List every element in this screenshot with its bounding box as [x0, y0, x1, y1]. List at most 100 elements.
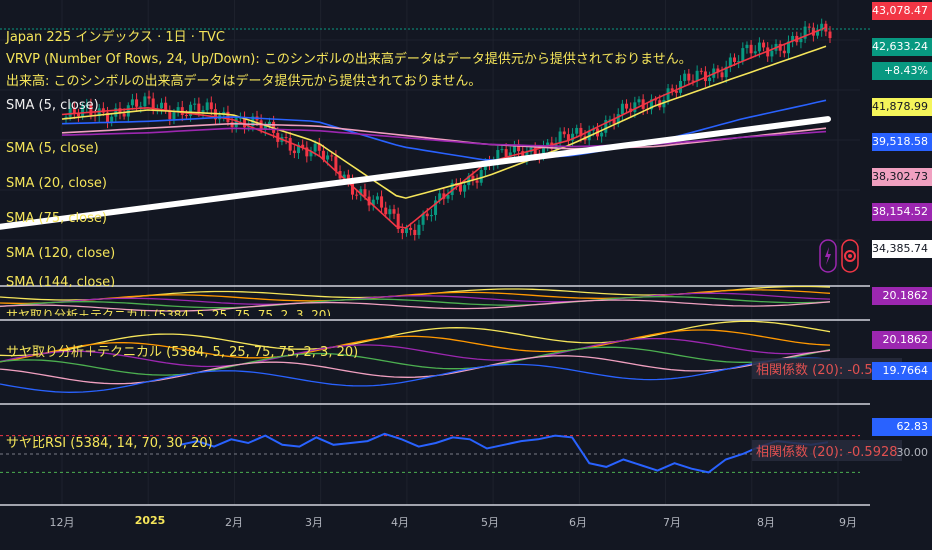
sma5-legend-item[interactable]: SMA (5, close) [6, 141, 99, 156]
candle-body [737, 61, 741, 63]
chart-title[interactable]: Japan 225 インデックス · 1日 · TVC [6, 30, 225, 45]
candle-body [724, 66, 728, 78]
candle-body [380, 196, 384, 208]
candle-body [172, 112, 176, 120]
candle-body [89, 104, 93, 116]
candle-body [608, 119, 612, 121]
pane-separators [0, 285, 870, 506]
candle-body [384, 207, 388, 215]
pane-line [0, 289, 831, 305]
sma75-legend[interactable]: SMA (75, close) [6, 211, 107, 226]
candle-body [762, 42, 766, 48]
price-axis-label: 43,078.47 [872, 2, 932, 20]
candle-body [326, 155, 330, 160]
time-axis-label: 6月 [569, 516, 587, 529]
candle-body [728, 57, 732, 67]
candle-body [130, 99, 134, 106]
candle-body [305, 147, 309, 157]
candle-body [230, 122, 234, 128]
candle-body [579, 127, 583, 137]
candle-body [64, 116, 68, 118]
candle-body [508, 152, 512, 157]
candle-body [284, 137, 288, 139]
candle-body [267, 121, 271, 126]
pane2-title[interactable]: サヤ取り分析＋テクニカル (5384, 5, 25, 75, 75, 2, 3,… [6, 308, 332, 316]
candle-body [558, 131, 562, 144]
candle-body [355, 194, 359, 196]
pane-line [0, 346, 831, 376]
sma20-legend[interactable]: SMA (20, close) [6, 176, 107, 191]
candle-body [571, 133, 575, 141]
price-axis-label: 39,518.58 [872, 133, 932, 151]
trendline[interactable] [0, 116, 831, 230]
pane-axis-label: 20.1862 [872, 287, 932, 305]
candle-body [670, 88, 674, 91]
candle-body [546, 142, 550, 146]
pane-line [0, 337, 831, 368]
candle-body [321, 150, 325, 160]
candle-body [475, 180, 479, 183]
price-axis-label: +8.43% [872, 62, 932, 80]
candle-body [301, 144, 305, 148]
candle-body [575, 127, 579, 134]
candle-body [72, 107, 76, 114]
sma5-legend[interactable]: SMA (5, close) [6, 98, 99, 113]
pane-axis-label: 62.83 [872, 418, 932, 436]
sma144-legend[interactable]: SMA (144, close) [6, 275, 116, 287]
pane4-title[interactable]: サヤ比RSI (5384, 14, 70, 30, 20) [6, 436, 213, 451]
candle-body [828, 31, 832, 39]
candle-body [85, 104, 89, 107]
pane2-lines [0, 285, 831, 312]
candle-body [243, 117, 247, 128]
correlation-label-rsi: 相関係数 (20): -0.5928 [752, 440, 902, 461]
candle-body [679, 80, 683, 93]
candle-body [542, 145, 545, 158]
alert-icon[interactable] [840, 238, 860, 274]
vrvp-legend[interactable]: VRVP (Number Of Rows, 24, Up/Down): このシン… [6, 52, 692, 67]
candle-body [160, 102, 163, 109]
pane3-title[interactable]: サヤ取り分析＋テクニカル (5384, 5, 25, 75, 75, 2, 3,… [6, 345, 359, 360]
time-axis-label: 3月 [305, 516, 323, 529]
candle-body [649, 99, 653, 110]
candle-body [479, 170, 483, 183]
candle-body [346, 174, 350, 181]
pane3-lines [0, 320, 831, 393]
candle-body [110, 116, 114, 122]
candle-body [600, 132, 604, 137]
candle-body [778, 43, 782, 51]
candle-body [342, 174, 346, 179]
candle-body [309, 151, 313, 157]
candle-body [193, 103, 197, 105]
pane-line [0, 296, 831, 309]
time-axis-label: 4月 [391, 516, 409, 529]
price-axis-label: 42,633.24 [872, 38, 932, 56]
candle-body [197, 103, 201, 113]
candle-body [143, 96, 147, 107]
time-axis-label: 2月 [225, 516, 243, 529]
candle-body [76, 113, 80, 117]
candle-body [396, 213, 400, 230]
candle-body [517, 144, 521, 152]
price-axis-label: 34,385.74 [872, 240, 932, 258]
candle-body [720, 72, 724, 78]
rsi-line [179, 432, 829, 474]
candle-body [351, 180, 354, 195]
candle-body [566, 134, 570, 141]
lightning-icon[interactable] [818, 238, 838, 274]
volume-legend[interactable]: 出来高: このシンボルの出来高データはデータ提供元から提供されておりません。 [6, 74, 482, 89]
price-axis-label: 41,878.99 [872, 98, 932, 116]
candle-body [703, 71, 707, 82]
candle-body [816, 30, 820, 36]
candle-body [201, 110, 205, 113]
candle-body [471, 175, 475, 181]
candle-body [786, 41, 790, 54]
candle-body [375, 196, 379, 200]
pane-axis-label: 19.7664 [872, 362, 932, 380]
candle-body [404, 227, 408, 234]
candle-body [745, 44, 749, 49]
time-axis-label: 7月 [663, 516, 681, 529]
sma120-legend[interactable]: SMA (120, close) [6, 246, 116, 261]
pane-line [0, 292, 831, 307]
candle-body [147, 96, 151, 99]
